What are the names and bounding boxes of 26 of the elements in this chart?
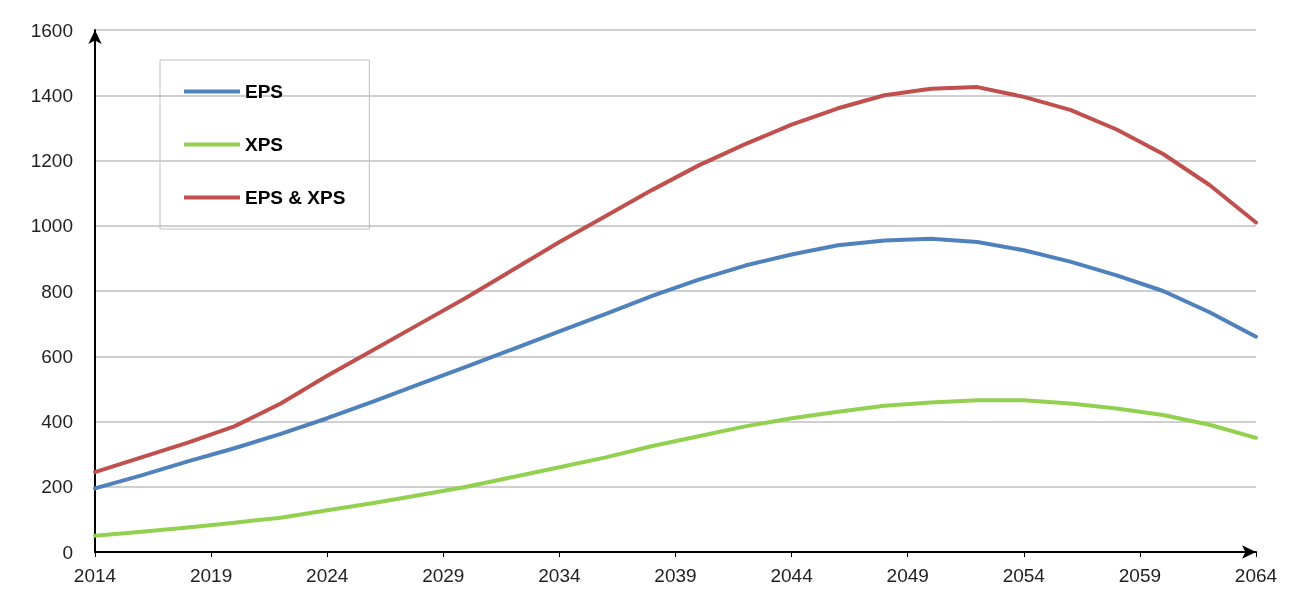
legend-label: XPS	[245, 134, 284, 155]
x-tick-label: 2014	[73, 565, 117, 586]
x-tick-label: 2044	[770, 565, 814, 586]
y-tick-label: 0	[62, 541, 73, 563]
line-series	[93, 85, 1258, 475]
y-tick-label: 600	[41, 345, 73, 367]
legend-label: EPS	[245, 81, 284, 102]
y-tick-label: 1200	[30, 150, 73, 171]
line-series	[93, 236, 1258, 491]
y-tick-label: 400	[41, 411, 73, 432]
line-series	[93, 398, 1258, 538]
x-tick-label: 2054	[1002, 565, 1046, 586]
x-tick-label: 2059	[1118, 565, 1162, 586]
y-tick-label: 1000	[30, 215, 73, 237]
x-tick-label: 2034	[538, 565, 581, 586]
x-tick-label: 2019	[189, 565, 233, 586]
legend-label: EPS & XPS	[245, 187, 346, 208]
x-tick-label: 2029	[422, 565, 465, 586]
y-tick-label: 1400	[30, 84, 73, 106]
y-tick-label: 200	[41, 476, 73, 498]
x-tick-label: 2039	[654, 565, 697, 586]
y-tick-label: 1600	[30, 19, 73, 41]
x-tick-label: 2049	[886, 565, 929, 586]
x-tick-label: 2064	[1234, 565, 1278, 586]
x-tick-label: 2024	[306, 565, 349, 586]
y-tick-label: 800	[41, 280, 73, 302]
